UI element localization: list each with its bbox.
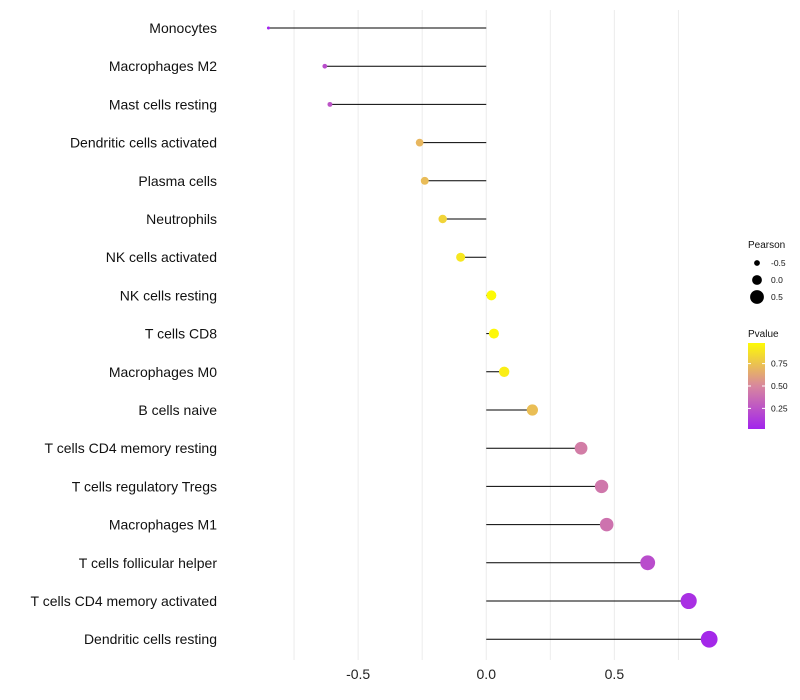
- lollipop-point: [488, 328, 499, 339]
- lollipop-points: [266, 26, 718, 648]
- legend: Pearson Pvalue -0.5 0.0 0.5 0.75 0.50 0.25: [748, 240, 788, 429]
- lollipop-point: [266, 26, 270, 30]
- size-legend-title: Pearson: [748, 240, 785, 251]
- size-legend-label: 0.0: [771, 275, 783, 285]
- category-label: Dendritic cells activated: [70, 135, 217, 151]
- category-label: Monocytes: [149, 20, 217, 36]
- category-labels: Monocytes Macrophages M2 Mast cells restin…: [31, 20, 218, 647]
- size-legend-key: [750, 290, 764, 304]
- lollipop-point: [420, 176, 429, 185]
- lollipop-point: [486, 290, 497, 301]
- lollipop-point: [640, 555, 656, 571]
- category-label: T cells CD4 memory resting: [45, 440, 217, 456]
- size-legend-key: [752, 275, 762, 285]
- lollipop-point: [700, 630, 718, 648]
- category-label: T cells follicular helper: [79, 555, 218, 571]
- x-tick-label: -0.5: [346, 666, 370, 682]
- lollipop-point: [322, 63, 328, 69]
- lollipop-stems: [268, 27, 710, 640]
- lollipop-point: [574, 441, 588, 455]
- lollipop-point: [526, 404, 538, 416]
- lollipop-point: [499, 366, 510, 377]
- color-legend-label: 0.50: [771, 381, 788, 391]
- category-label: Macrophages M2: [109, 58, 217, 74]
- category-label: Plasma cells: [138, 173, 217, 189]
- category-label: Dendritic cells resting: [84, 631, 217, 647]
- category-label: NK cells resting: [120, 287, 217, 303]
- size-legend-key: [754, 260, 760, 266]
- category-label: T cells CD4 memory activated: [31, 593, 217, 609]
- category-label: T cells regulatory Tregs: [72, 478, 217, 494]
- lollipop-point: [599, 517, 614, 532]
- lollipop-point: [327, 101, 333, 107]
- category-label: T cells CD8: [145, 326, 217, 342]
- grid-lines: [293, 10, 679, 660]
- lollipop-point: [415, 138, 424, 147]
- lollipop-point: [438, 214, 447, 224]
- lollipop-point: [680, 592, 697, 610]
- x-tick-label: 0.5: [605, 666, 625, 682]
- category-label: Macrophages M0: [109, 364, 217, 380]
- color-legend-label: 0.75: [771, 359, 788, 369]
- category-label: Macrophages M1: [109, 517, 217, 533]
- category-label: B cells naive: [138, 402, 217, 418]
- lollipop-point: [456, 252, 466, 262]
- color-legend-title: Pvalue: [748, 329, 779, 340]
- x-tick-label: 0.0: [477, 666, 497, 682]
- size-legend-label: -0.5: [771, 258, 786, 268]
- color-legend-label: 0.25: [771, 403, 788, 413]
- category-label: Mast cells resting: [109, 96, 217, 112]
- category-label: NK cells activated: [106, 249, 217, 265]
- size-legend-label: 0.5: [771, 292, 783, 302]
- lollipop-point: [594, 479, 609, 494]
- x-axis-ticks: -0.5 0.0 0.5: [346, 666, 624, 682]
- category-label: Neutrophils: [146, 211, 217, 227]
- color-legend-bar: [748, 343, 765, 429]
